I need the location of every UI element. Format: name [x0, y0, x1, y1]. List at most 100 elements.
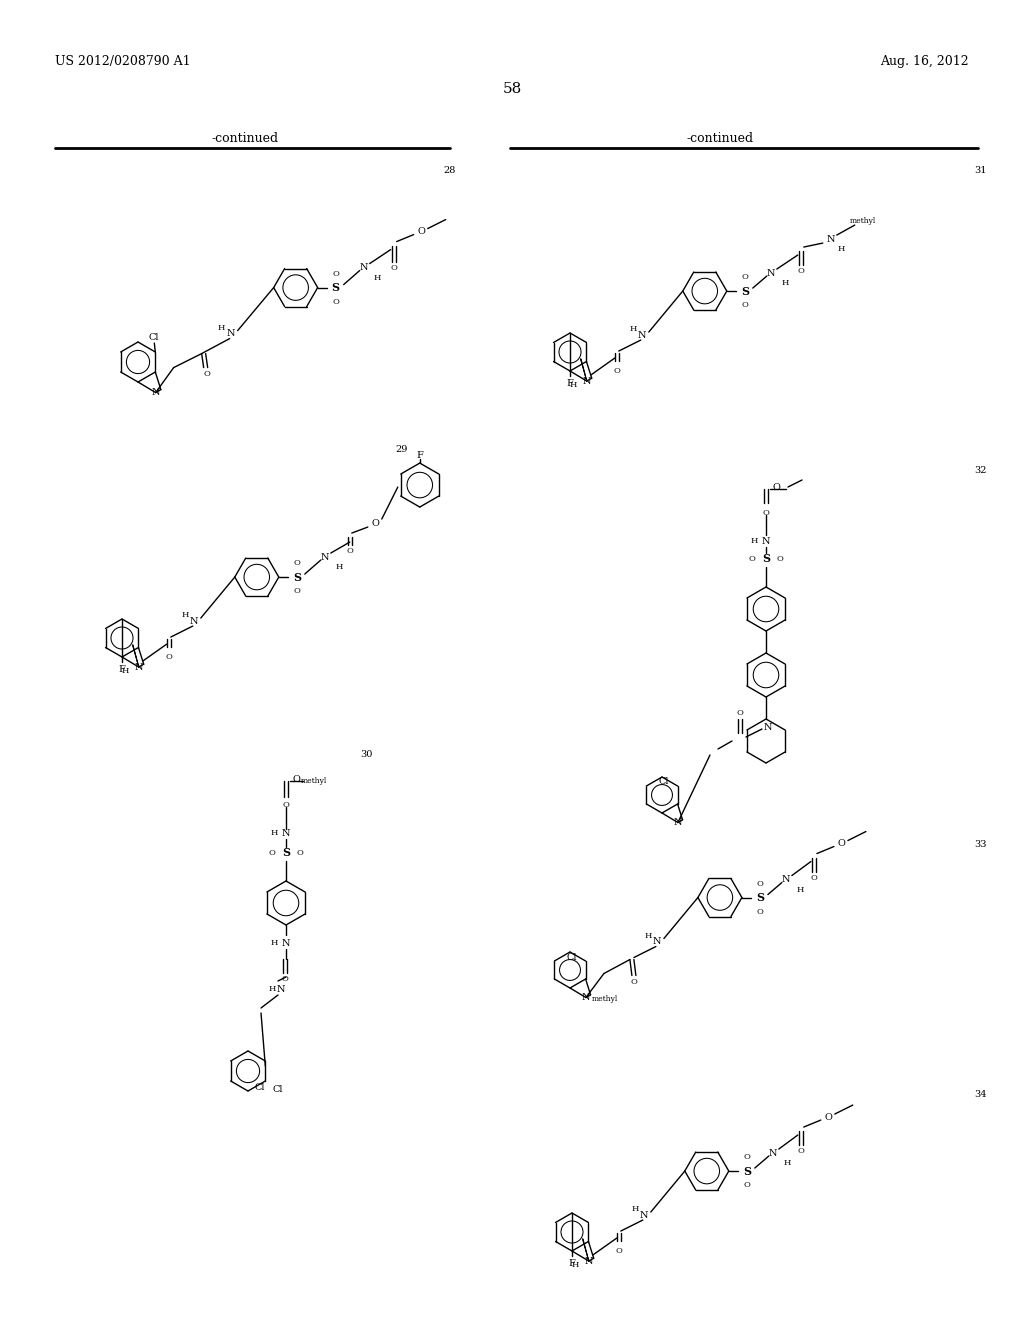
Text: N: N — [652, 937, 662, 946]
Text: methyl: methyl — [592, 995, 617, 1003]
Text: -continued: -continued — [686, 132, 754, 145]
Text: O: O — [631, 978, 637, 986]
Text: O: O — [743, 1181, 751, 1189]
Text: O: O — [741, 273, 749, 281]
Text: Cl: Cl — [148, 333, 159, 342]
Text: H: H — [629, 325, 637, 333]
Text: N: N — [134, 663, 143, 672]
Text: O: O — [736, 709, 743, 717]
Text: Aug. 16, 2012: Aug. 16, 2012 — [881, 55, 969, 69]
Text: H: H — [121, 667, 128, 675]
Text: O: O — [332, 297, 339, 306]
Text: O: O — [798, 267, 804, 275]
Text: 34: 34 — [974, 1090, 986, 1100]
Text: H: H — [374, 273, 381, 281]
Text: H: H — [335, 564, 342, 572]
Text: O: O — [293, 560, 300, 568]
Text: N: N — [282, 829, 290, 837]
Text: O: O — [165, 653, 172, 661]
Text: N: N — [276, 985, 286, 994]
Text: S: S — [762, 553, 770, 565]
Text: US 2012/0208790 A1: US 2012/0208790 A1 — [55, 55, 190, 69]
Text: O: O — [749, 554, 756, 564]
Text: O: O — [757, 908, 763, 916]
Text: N: N — [189, 616, 198, 626]
Text: F: F — [119, 664, 125, 673]
Text: N: N — [769, 1148, 777, 1158]
Text: N: N — [826, 235, 835, 244]
Text: O: O — [613, 367, 621, 375]
Text: O: O — [372, 519, 380, 528]
Text: Cl: Cl — [272, 1085, 283, 1093]
Text: S: S — [332, 282, 340, 293]
Text: S: S — [293, 572, 301, 582]
Text: O: O — [418, 227, 426, 236]
Text: O: O — [268, 849, 275, 857]
Text: N: N — [762, 536, 770, 545]
Text: S: S — [742, 1166, 751, 1176]
Text: O: O — [757, 879, 763, 887]
Text: 30: 30 — [360, 750, 373, 759]
Text: H: H — [268, 985, 275, 993]
Text: O: O — [390, 264, 397, 272]
Text: N: N — [583, 376, 591, 385]
Text: O: O — [332, 269, 339, 277]
Text: N: N — [226, 329, 234, 338]
Text: 33: 33 — [974, 840, 986, 849]
Text: H: H — [781, 279, 788, 286]
Text: Cl: Cl — [255, 1082, 265, 1092]
Text: O: O — [743, 1154, 751, 1162]
Text: S: S — [740, 285, 749, 297]
Text: N: N — [638, 330, 646, 339]
Text: O: O — [763, 510, 769, 517]
Text: O: O — [203, 370, 210, 378]
Text: F: F — [566, 379, 573, 388]
Text: F: F — [568, 1258, 575, 1267]
Text: N: N — [359, 263, 368, 272]
Text: Cl: Cl — [658, 777, 669, 787]
Text: -continued: -continued — [211, 132, 279, 145]
Text: 32: 32 — [974, 466, 986, 475]
Text: O: O — [346, 546, 353, 554]
Text: O: O — [282, 975, 289, 983]
Text: H: H — [751, 537, 758, 545]
Text: H: H — [569, 381, 577, 389]
Text: H: H — [218, 323, 225, 331]
Text: methyl: methyl — [850, 216, 876, 224]
Text: O: O — [292, 775, 300, 784]
Text: H: H — [783, 1159, 791, 1167]
Text: O: O — [283, 801, 290, 809]
Text: N: N — [764, 722, 772, 731]
Text: F: F — [417, 450, 423, 459]
Text: O: O — [810, 874, 817, 882]
Text: Cl: Cl — [566, 953, 577, 961]
Text: N: N — [781, 875, 791, 884]
Text: N: N — [585, 1257, 593, 1266]
Text: O: O — [838, 840, 846, 847]
Text: N: N — [582, 993, 590, 1002]
Text: S: S — [282, 847, 290, 858]
Text: O: O — [741, 301, 749, 309]
Text: 58: 58 — [503, 82, 521, 96]
Text: N: N — [674, 818, 682, 828]
Text: H: H — [631, 1205, 639, 1213]
Text: O: O — [776, 554, 783, 564]
Text: H: H — [837, 246, 845, 253]
Text: O: O — [293, 587, 300, 595]
Text: H: H — [270, 829, 278, 837]
Text: O: O — [615, 1247, 623, 1255]
Text: methyl: methyl — [301, 777, 327, 785]
Text: 29: 29 — [395, 445, 408, 454]
Text: N: N — [282, 939, 290, 948]
Text: 31: 31 — [974, 166, 986, 176]
Text: N: N — [640, 1210, 648, 1220]
Text: H: H — [797, 886, 804, 894]
Text: H: H — [181, 611, 188, 619]
Text: O: O — [798, 1147, 804, 1155]
Text: H: H — [571, 1261, 579, 1269]
Text: N: N — [152, 388, 160, 397]
Text: H: H — [644, 932, 651, 940]
Text: O: O — [772, 483, 780, 491]
Text: N: N — [321, 553, 329, 561]
Text: H: H — [270, 939, 278, 946]
